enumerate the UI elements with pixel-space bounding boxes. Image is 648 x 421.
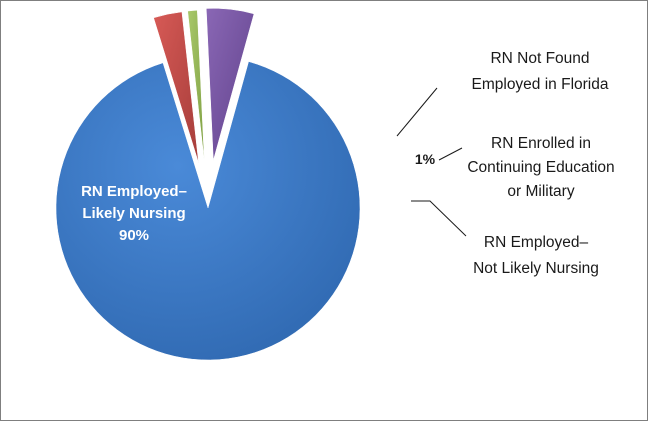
leader-line-not-found-employed-florida: [396, 87, 438, 137]
leader-line-employed-not-likely-nursing: [411, 200, 467, 237]
slice-name-enrolled-education-military: RN Enrolled in: [491, 135, 591, 152]
pie-slice-employed-not-likely-nursing: [205, 8, 255, 161]
slice-name-enrolled-education-military: or Military: [507, 183, 574, 200]
slice-name-enrolled-education-military: Continuing Education: [467, 159, 614, 176]
slice-name-employed-not-likely-nursing: RN Employed–: [484, 234, 589, 251]
data-label-enrolled-education-military: 1%: [415, 151, 436, 167]
pie-slice-not-found-employed-florida: [153, 11, 199, 164]
data-label-not-found-employed-florida: 3%: [372, 136, 394, 153]
slice-name-employed-likely-nursing: Likely Nursing: [82, 205, 185, 222]
pie-slice-employed-likely-nursing: [55, 61, 361, 361]
slice-name-employed-not-likely-nursing: Not Likely Nursing: [473, 260, 599, 277]
data-label-employed-not-likely-nursing: 5%: [378, 195, 400, 212]
slice-name-not-found-employed-florida: Employed in Florida: [472, 76, 609, 93]
leader-line-enrolled-education-military: [438, 147, 463, 161]
pie-slice-enrolled-education-military: [187, 10, 205, 163]
slice-name-not-found-employed-florida: RN Not Found: [490, 50, 589, 67]
slice-name-employed-likely-nursing: RN Employed–: [81, 183, 187, 200]
data-label-employed-likely-nursing: 90%: [119, 227, 149, 244]
